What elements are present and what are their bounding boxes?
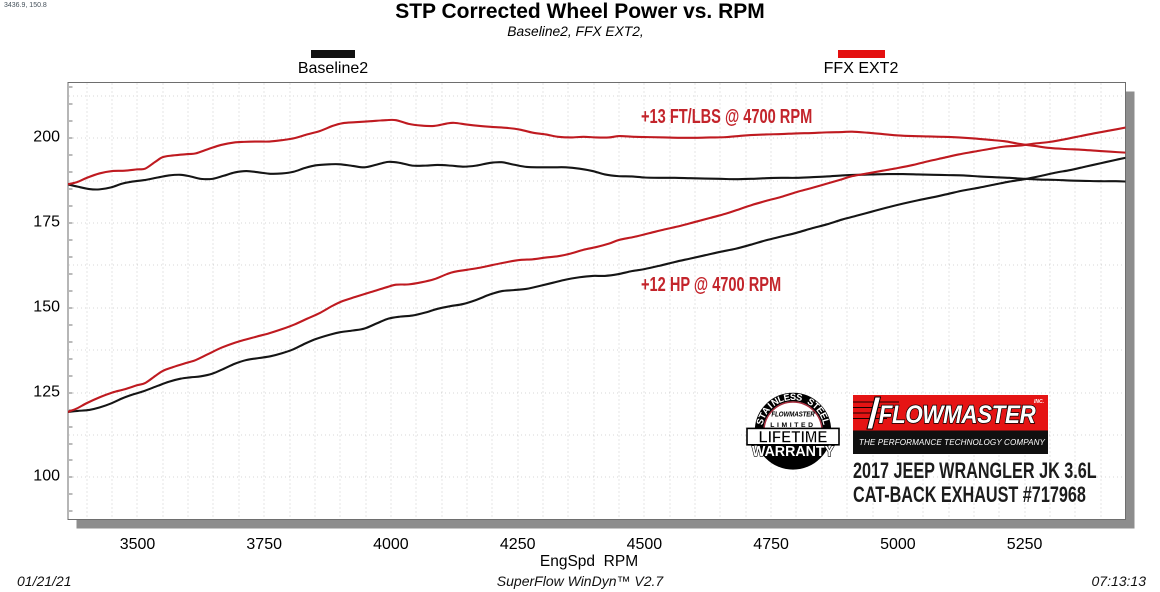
logo-black-panel [853, 430, 1048, 454]
badge-arc-letter: S [754, 417, 766, 426]
badge-brand-text: FLOWMASTER [771, 411, 815, 419]
x-tick-label: 5250 [1006, 536, 1043, 553]
y-minor-ticks [69, 86, 73, 512]
badge-lifetime-banner [746, 427, 840, 446]
y-tick-label: 175 [33, 213, 60, 231]
badge-arc-letter: E [783, 391, 791, 403]
logo-inc-text: INC. [1034, 399, 1044, 405]
series-1-curve [68, 118, 1126, 186]
chart-title: STP Corrected Wheel Power vs. RPM [395, 0, 765, 23]
badge-lifetime-text: LIFETIME [758, 429, 827, 447]
y-tick-label: 200 [33, 128, 60, 146]
badge-arc-letter: E [814, 404, 827, 416]
badge-arc-letter: S [790, 391, 796, 402]
plot-shadow-bottom [76, 520, 1135, 529]
x-axis-title: EngSpd RPM [539, 553, 639, 570]
logo-tagline-text: THE PERFORMANCE TECHNOLOGY COMPANY [859, 438, 1046, 447]
footer-time: 07:13:13 [1091, 573, 1147, 589]
x-tick-label: 4500 [626, 536, 663, 553]
x-tick-label: 5000 [880, 536, 916, 553]
badge-arc-letter: S [795, 391, 803, 403]
y-tick-label: 100 [33, 468, 60, 486]
legend-label-baseline2: Baseline2 [297, 60, 369, 77]
legend-item-ffx-ext2: FFX EXT2 [816, 50, 906, 78]
y-tick-label: 125 [33, 383, 60, 401]
badge-arc-letter: S [806, 395, 817, 408]
x-tick-label: 4250 [499, 536, 536, 553]
badge-arc-letter: L [776, 393, 786, 405]
power-gain-annotation: +12 HP @ 4700 RPM [641, 274, 782, 296]
logo-slash [866, 396, 882, 430]
chart-subtitle: Baseline2, FFX EXT2, [507, 24, 644, 39]
vehicle-line-1: 2017 JEEP WRANGLER JK 3.6L [853, 458, 1097, 483]
y-tick-label: 150 [33, 298, 60, 316]
x-tick-label: 4000 [373, 536, 409, 553]
torque-gain-annotation: +13 FT/LBS @ 4700 RPM [641, 106, 813, 128]
legend-swatch-ffx-ext2 [837, 50, 885, 58]
x-tick-label: 3500 [119, 536, 156, 553]
badge-arc-letter: T [810, 399, 822, 411]
logo-brand-text: FLOWMASTER [879, 401, 1036, 429]
badge-arc-letter: L [820, 417, 832, 426]
badge-limited-text: LIMITED [770, 422, 815, 429]
curves [68, 118, 1126, 413]
plot-shadow-right [1126, 91, 1135, 529]
cursor-position-readout: 3436.9, 150.8 [4, 2, 47, 9]
badge-warranty-text: WARRANTY [752, 443, 834, 459]
footer-software: SuperFlow WinDyn™ V2.7 [496, 573, 664, 589]
badge-arc-letter: T [756, 410, 769, 420]
x-tick-label: 4750 [753, 536, 789, 553]
series-0-curve [68, 160, 1126, 191]
vehicle-description: 2017 JEEP WRANGLER JK 3.6L CAT-BACK EXHA… [853, 459, 1160, 507]
badge-arc-letter: N [769, 395, 781, 408]
flowmaster-logo: FLOWMASTER INC. THE PERFORMANCE TECHNOLO… [853, 395, 1048, 454]
legend-swatch-baseline2 [311, 50, 355, 58]
badge-arc-letter: I [765, 401, 774, 411]
vehicle-line-2: CAT-BACK EXHAUST #717968 [853, 482, 1086, 507]
footer-date: 01/21/21 [17, 573, 72, 589]
badge-arc-letter: E [818, 410, 831, 421]
series-2-curve [68, 156, 1126, 413]
legend-item-baseline2: Baseline2 [288, 50, 378, 78]
x-tick-label: 3750 [246, 536, 282, 553]
series-3-curve [68, 126, 1126, 413]
legend-label-ffx-ext2: FFX EXT2 [823, 60, 899, 77]
